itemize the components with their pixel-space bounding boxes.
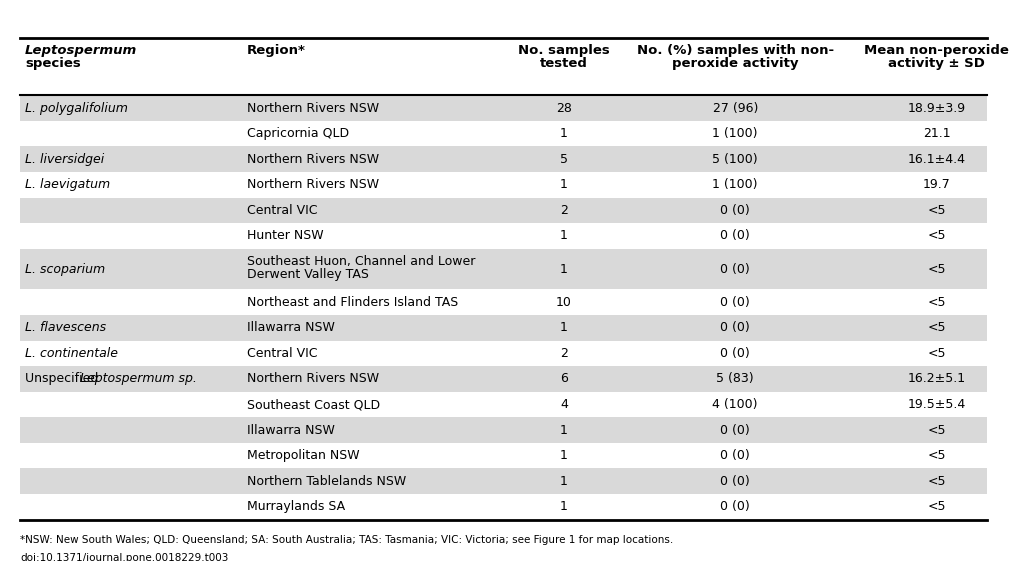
Text: 16.2±5.1: 16.2±5.1 [907,373,966,385]
Text: Northeast and Flinders Island TAS: Northeast and Flinders Island TAS [247,296,458,309]
Text: <5: <5 [928,229,946,242]
Text: 5 (83): 5 (83) [717,373,754,385]
Text: 19.5±5.4: 19.5±5.4 [907,398,966,411]
Text: 0 (0): 0 (0) [720,263,750,275]
Text: 1: 1 [560,127,568,140]
Text: 28: 28 [556,102,572,114]
Text: Unspecified: Unspecified [26,373,102,385]
Text: 0 (0): 0 (0) [720,229,750,242]
Text: L. scoparium: L. scoparium [26,263,105,275]
Text: 1: 1 [560,321,568,334]
Text: tested: tested [540,57,588,70]
Text: peroxide activity: peroxide activity [672,57,799,70]
Bar [20,249,987,289]
Text: *NSW: New South Wales; QLD: Queensland; SA: South Australia; TAS: Tasmania; VIC:: *NSW: New South Wales; QLD: Queensland; … [20,535,674,545]
Text: Leptospermum sp.: Leptospermum sp. [80,373,197,385]
Text: 21.1: 21.1 [923,127,950,140]
Text: 1: 1 [560,263,568,275]
Text: Illawarra NSW: Illawarra NSW [247,424,335,436]
Text: Metropolitan NSW: Metropolitan NSW [247,449,359,462]
Text: 1: 1 [560,178,568,191]
Text: <5: <5 [928,296,946,309]
Text: 5 (100): 5 (100) [713,153,758,165]
Text: <5: <5 [928,500,946,513]
Text: 0 (0): 0 (0) [720,449,750,462]
Text: species: species [26,57,81,70]
Text: doi:10.1371/journal.pone.0018229.t003: doi:10.1371/journal.pone.0018229.t003 [20,553,228,561]
Text: No. samples: No. samples [518,44,610,57]
Text: 18.9±3.9: 18.9±3.9 [907,102,966,114]
Text: L. continentale: L. continentale [26,347,118,360]
Text: 0 (0): 0 (0) [720,296,750,309]
Bar [20,468,987,494]
Text: Hunter NSW: Hunter NSW [247,229,324,242]
Text: 1: 1 [560,229,568,242]
Text: <5: <5 [928,204,946,217]
Text: 1: 1 [560,500,568,513]
Text: <5: <5 [928,475,946,488]
Text: 4 (100): 4 (100) [713,398,758,411]
Text: Illawarra NSW: Illawarra NSW [247,321,335,334]
Text: 1 (100): 1 (100) [713,178,758,191]
Text: Mean non-peroxide: Mean non-peroxide [864,44,1009,57]
Text: <5: <5 [928,347,946,360]
Bar [20,197,987,223]
Text: 0 (0): 0 (0) [720,204,750,217]
Text: 19.7: 19.7 [923,178,950,191]
Text: 6: 6 [560,373,568,385]
Text: 0 (0): 0 (0) [720,347,750,360]
Text: 16.1±4.4: 16.1±4.4 [907,153,966,165]
Text: No. (%) samples with non-: No. (%) samples with non- [637,44,834,57]
Text: 10: 10 [556,296,572,309]
Text: L. flavescens: L. flavescens [26,321,106,334]
Text: <5: <5 [928,321,946,334]
Text: Central VIC: Central VIC [247,347,317,360]
Text: Murraylands SA: Murraylands SA [247,500,345,513]
Text: Northern Rivers NSW: Northern Rivers NSW [247,373,379,385]
Text: 1 (100): 1 (100) [713,127,758,140]
Text: L. laevigatum: L. laevigatum [26,178,111,191]
Text: Capricornia QLD: Capricornia QLD [247,127,349,140]
Text: Leptospermum: Leptospermum [26,44,137,57]
Text: 5: 5 [560,153,568,165]
Text: Southeast Coast QLD: Southeast Coast QLD [247,398,380,411]
Text: 2: 2 [560,347,568,360]
Text: 0 (0): 0 (0) [720,475,750,488]
Text: Derwent Valley TAS: Derwent Valley TAS [247,268,369,280]
Text: Central VIC: Central VIC [247,204,317,217]
Text: Northern Rivers NSW: Northern Rivers NSW [247,102,379,114]
Text: Northern Tablelands NSW: Northern Tablelands NSW [247,475,406,488]
Bar [20,315,987,341]
Text: L. liversidgei: L. liversidgei [26,153,104,165]
Text: <5: <5 [928,263,946,275]
Text: Northern Rivers NSW: Northern Rivers NSW [247,178,379,191]
Text: 1: 1 [560,424,568,436]
Text: Southeast Huon, Channel and Lower: Southeast Huon, Channel and Lower [247,255,475,268]
Bar [20,95,987,121]
Text: 1: 1 [560,449,568,462]
Bar [20,146,987,172]
Text: 2: 2 [560,204,568,217]
Text: 0 (0): 0 (0) [720,321,750,334]
Bar [20,417,987,443]
Text: L. polygalifolium: L. polygalifolium [26,102,128,114]
Text: 1: 1 [560,475,568,488]
Text: activity ± SD: activity ± SD [888,57,985,70]
Text: 4: 4 [560,398,568,411]
Text: Region*: Region* [247,44,305,57]
Text: <5: <5 [928,449,946,462]
Text: Northern Rivers NSW: Northern Rivers NSW [247,153,379,165]
Text: <5: <5 [928,424,946,436]
Bar [20,366,987,392]
Text: 0 (0): 0 (0) [720,424,750,436]
Text: 0 (0): 0 (0) [720,500,750,513]
Text: 27 (96): 27 (96) [713,102,758,114]
